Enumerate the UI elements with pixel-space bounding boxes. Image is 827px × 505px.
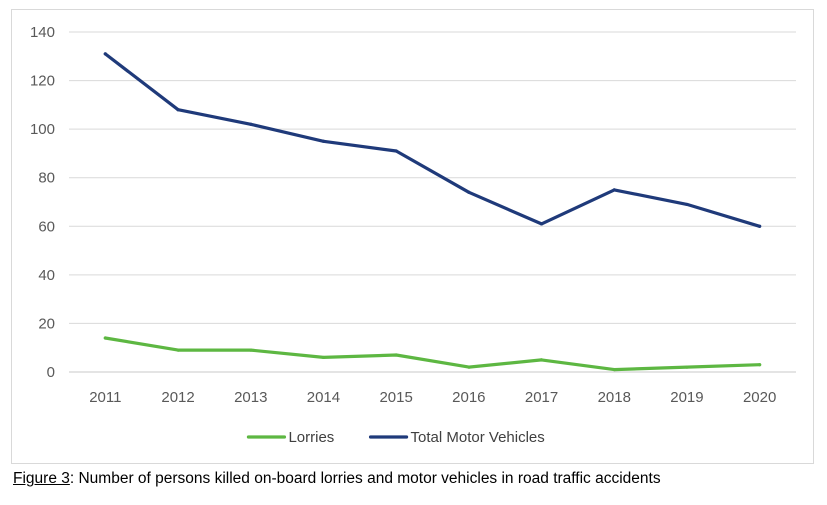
data-point [612, 367, 616, 372]
data-point [467, 190, 471, 194]
data-point [321, 139, 326, 143]
y-tick-label: 140 [30, 24, 55, 41]
x-tick-label: 2019 [670, 389, 703, 406]
legend-label-2: Total Motor Vehicles [411, 429, 545, 446]
y-tick-label: 60 [38, 218, 55, 235]
chart-area: 0 20 40 60 80 100 120 140 2011 2012 2013 2014 2015 2… [11, 9, 814, 464]
x-tick-label: 2017 [525, 389, 558, 406]
legend: Lorries Total Motor Vehicles [246, 429, 545, 446]
data-point [176, 348, 180, 352]
y-tick-label: 20 [38, 315, 55, 332]
gridlines [69, 31, 796, 373]
series-line-2 [103, 52, 762, 228]
x-tick-label: 2013 [234, 389, 267, 406]
data-point [249, 122, 253, 126]
data-point [467, 365, 471, 369]
y-tick-label: 0 [47, 364, 55, 381]
series-lines [103, 52, 762, 372]
data-point [321, 355, 326, 360]
data-point [539, 358, 544, 362]
data-point [249, 348, 253, 352]
data-point [394, 353, 398, 357]
x-tick-label: 2011 [89, 389, 121, 406]
x-tick-label: 2015 [379, 389, 412, 406]
figure-reference: Figure 3 [13, 470, 70, 487]
y-tick-label: 120 [30, 73, 55, 90]
caption-text: : Number of persons killed on-board lorr… [69, 470, 661, 487]
data-point [758, 363, 762, 367]
data-point [103, 336, 107, 340]
y-tick-label: 40 [38, 267, 55, 284]
figure-caption: Figure 3: Number of persons killed on-bo… [13, 470, 661, 488]
series-line-1 [103, 336, 762, 372]
x-tick-label: 2020 [743, 389, 776, 406]
data-point [539, 222, 544, 226]
y-tick-label: 100 [30, 121, 55, 138]
data-point [103, 52, 107, 56]
data-point [612, 188, 616, 192]
y-axis-tick-labels: 0 20 40 60 80 100 120 140 [30, 24, 55, 381]
x-tick-label: 2018 [598, 389, 631, 406]
data-point [685, 202, 689, 207]
legend-label-1: Lorries [288, 429, 334, 446]
data-point [394, 149, 398, 153]
x-axis-tick-labels: 2011 2012 2013 2014 2015 2016 2017 2018 2019 2020 [89, 389, 776, 406]
x-tick-label: 2012 [161, 389, 194, 406]
data-point [758, 224, 762, 228]
x-tick-label: 2014 [307, 389, 340, 406]
data-point [176, 108, 180, 112]
y-tick-label: 80 [38, 170, 55, 187]
data-point [685, 365, 689, 369]
x-tick-label: 2016 [452, 389, 485, 406]
